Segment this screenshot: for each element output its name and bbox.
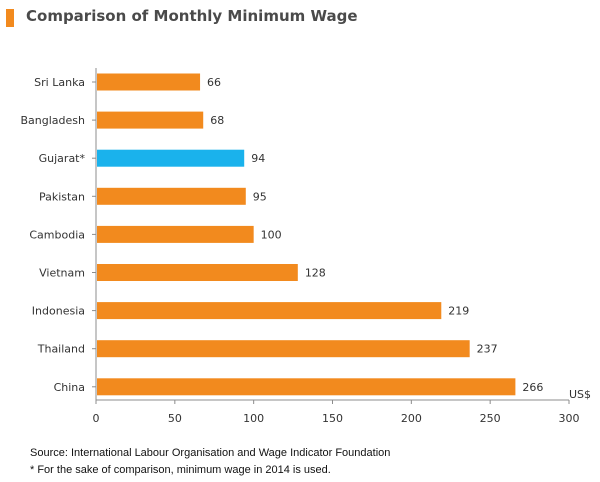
bar bbox=[97, 302, 442, 320]
x-tick-label: 150 bbox=[322, 412, 343, 425]
bar bbox=[97, 264, 298, 281]
x-tick-label: 300 bbox=[559, 412, 580, 425]
value-label: 94 bbox=[251, 152, 265, 165]
category-label: Vietnam bbox=[39, 267, 85, 280]
value-label: 128 bbox=[305, 267, 326, 280]
bar bbox=[97, 225, 254, 243]
bar bbox=[97, 73, 201, 91]
bar bbox=[97, 149, 245, 167]
footnotes: Source: International Labour Organisatio… bbox=[30, 445, 390, 479]
category-label: Cambodia bbox=[29, 228, 85, 241]
category-label: Gujarat* bbox=[39, 152, 86, 165]
value-label: 66 bbox=[207, 76, 221, 89]
x-axis-label: US$ bbox=[569, 388, 591, 401]
category-label: Bangladesh bbox=[21, 114, 86, 127]
bar bbox=[97, 340, 470, 358]
value-label: 219 bbox=[448, 305, 469, 318]
x-tick-label: 0 bbox=[93, 412, 100, 425]
bar bbox=[97, 378, 516, 396]
value-label: 237 bbox=[477, 343, 498, 356]
chart-title: Comparison of Monthly Minimum Wage bbox=[26, 7, 358, 25]
value-label: 100 bbox=[261, 228, 282, 241]
bar-chart: 0 50 100 150 200 250 300 US$ Sri Lanka 66 Banglade… bbox=[21, 68, 591, 425]
bar bbox=[97, 187, 246, 205]
source-note: Source: International Labour Organisatio… bbox=[30, 447, 391, 459]
title-marker bbox=[6, 9, 14, 27]
category-label: Thailand bbox=[37, 343, 85, 356]
x-tick-label: 100 bbox=[243, 412, 264, 425]
value-label: 95 bbox=[253, 190, 267, 203]
category-label: China bbox=[54, 381, 85, 394]
value-label: 68 bbox=[210, 114, 224, 127]
value-label: 266 bbox=[522, 381, 543, 394]
category-label: Indonesia bbox=[32, 305, 85, 318]
x-tick-label: 250 bbox=[480, 412, 501, 425]
category-label: Sri Lanka bbox=[34, 76, 85, 89]
category-label: Pakistan bbox=[39, 190, 85, 203]
bar bbox=[97, 111, 204, 129]
x-tick-label: 200 bbox=[401, 412, 422, 425]
x-tick-label: 50 bbox=[168, 412, 182, 425]
comparison-note: * For the sake of comparison, minimum wa… bbox=[30, 464, 331, 476]
